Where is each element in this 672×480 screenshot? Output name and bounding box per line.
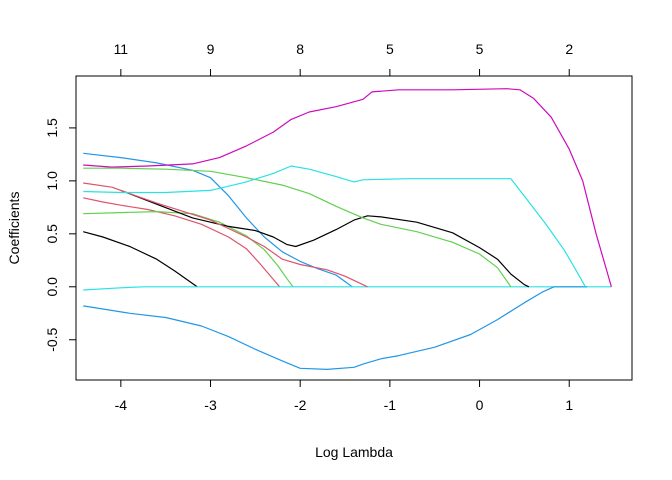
- y-axis-title: Coefficients: [6, 192, 22, 265]
- series-line-6: [83, 88, 612, 287]
- top-tick-label: 2: [565, 41, 573, 57]
- x-tick-label: -2: [294, 397, 307, 413]
- top-tick-label: 5: [476, 41, 484, 57]
- series-lines: [83, 88, 612, 370]
- x-tick-label: -4: [115, 397, 128, 413]
- y-tick-label: 0.0: [44, 277, 60, 297]
- series-line-4: [83, 152, 353, 288]
- series-line-2: [83, 197, 281, 288]
- top-axis-df-counts: 11 9 8 5 5 2: [114, 41, 573, 77]
- x-axis: -4 -3 -2 -1 0 1: [115, 379, 573, 413]
- x-tick-label: 0: [476, 397, 484, 413]
- x-axis-title: Log Lambda: [315, 444, 393, 460]
- top-tick-label: 11: [114, 41, 129, 57]
- top-tick-label: 9: [207, 41, 215, 57]
- x-tick-label: -1: [384, 397, 397, 413]
- series-line-12: [83, 286, 588, 370]
- series-line-5: [83, 286, 612, 291]
- x-tick-label: 1: [565, 397, 573, 413]
- series-line-10: [83, 182, 368, 288]
- y-tick-label: 0.5: [44, 224, 60, 244]
- series-line-3: [83, 211, 294, 288]
- top-tick-label: 5: [386, 41, 394, 57]
- y-axis: -0.5 0.0 0.5 1.0 1.5: [44, 118, 77, 352]
- top-tick-label: 8: [296, 41, 304, 57]
- series-line-9: [120, 189, 530, 288]
- y-tick-label: 1.0: [44, 171, 60, 191]
- series-line-11: [83, 167, 512, 288]
- y-tick-label: 1.5: [44, 118, 60, 138]
- y-tick-label: -0.5: [44, 327, 60, 351]
- series-line-1: [83, 231, 198, 288]
- x-tick-label: -3: [204, 397, 217, 413]
- series-line-13: [83, 165, 586, 288]
